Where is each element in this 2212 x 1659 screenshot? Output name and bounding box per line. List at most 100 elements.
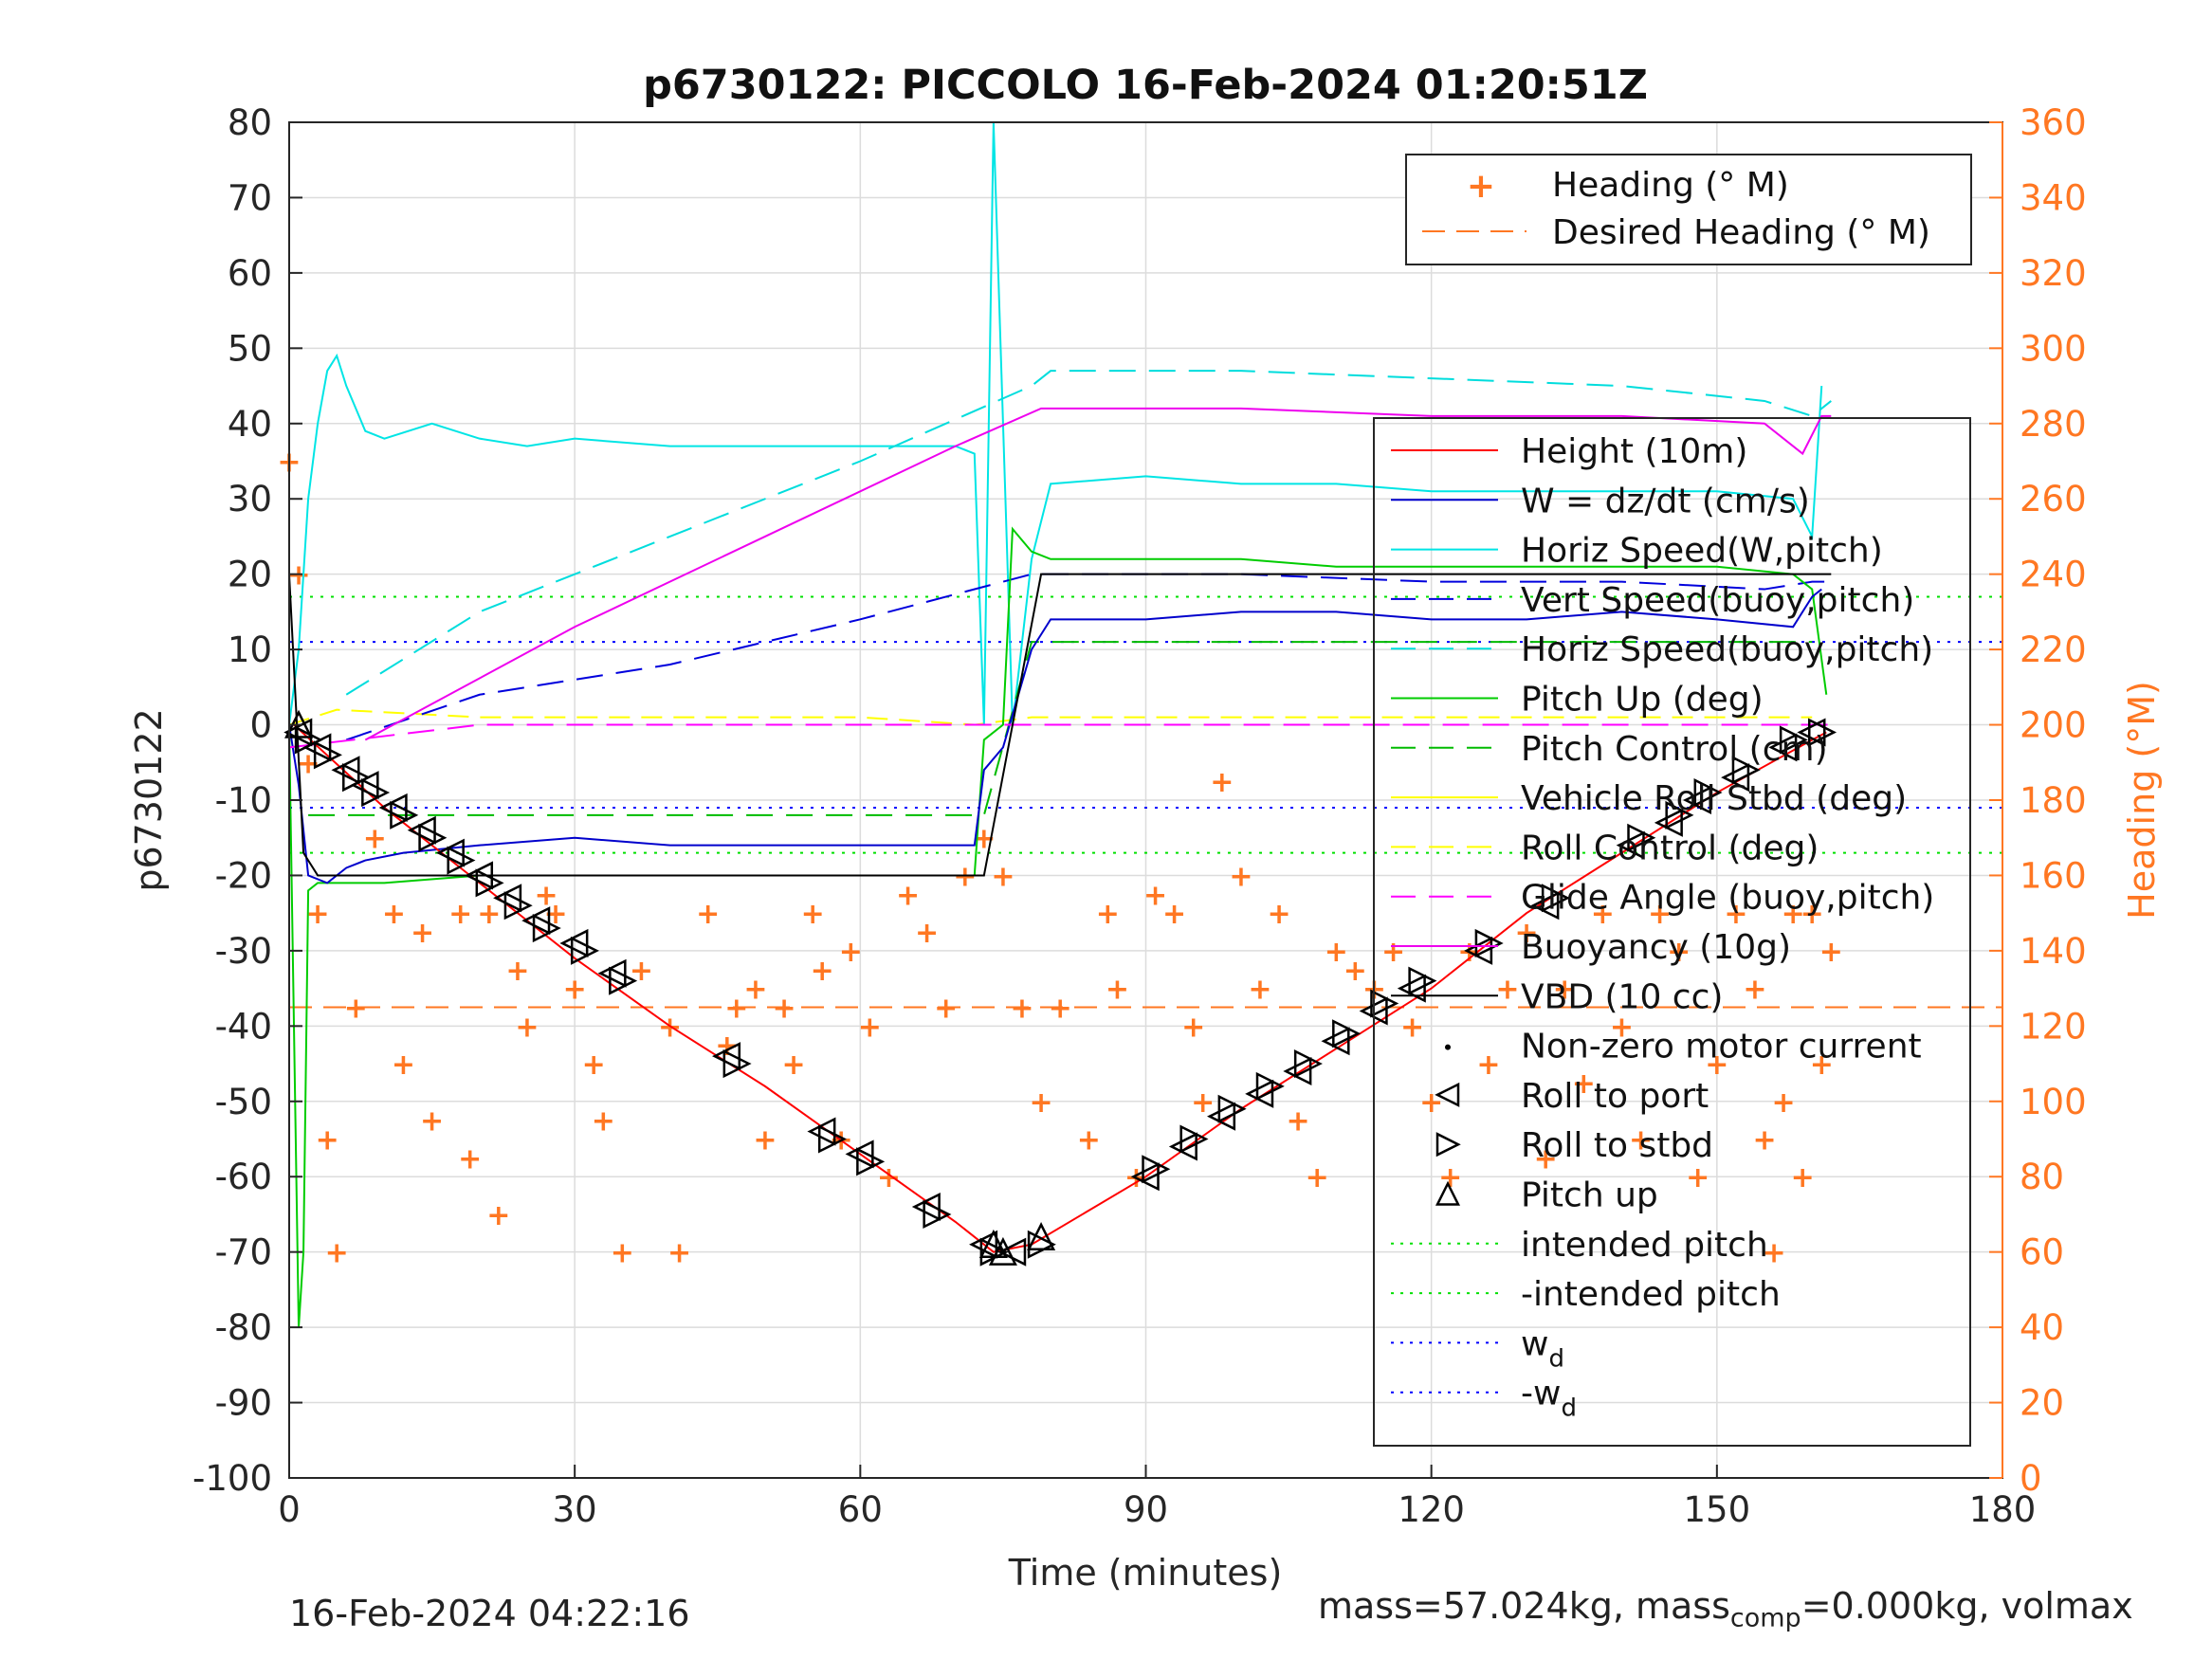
roll-to-port-marker	[1321, 1027, 1350, 1056]
heading-point: +	[896, 879, 920, 912]
heading-point: +	[411, 917, 434, 950]
footer-mass-prefix: mass=57.024kg, mass	[1318, 1585, 1730, 1627]
heading-point: +	[1344, 955, 1367, 988]
roll-to-stbd-marker	[1408, 966, 1437, 995]
y-tick-label: -100	[192, 1458, 272, 1499]
roll-to-port-marker	[1682, 785, 1712, 815]
heading-point: +	[1143, 879, 1167, 912]
y-tick-label: -50	[215, 1082, 272, 1122]
legend-glyphs	[1391, 449, 1498, 1394]
legend-marker-heading: +	[1467, 167, 1495, 206]
heading-point: +	[592, 1105, 615, 1139]
heading-point: +	[1648, 898, 1672, 931]
y-right-tick-label: 320	[2020, 253, 2087, 294]
horiz-speed-buoy-pitch-series	[345, 370, 1832, 696]
y-tick-label: 80	[228, 102, 272, 143]
heading-point: +	[563, 974, 587, 1007]
heading-point: +	[458, 1142, 482, 1176]
legend-label: W = dz/dt (cm/s)	[1521, 482, 1810, 520]
y-tick-label: 20	[228, 555, 272, 595]
heading-point: +	[1248, 974, 1271, 1007]
heading-point: +	[448, 898, 472, 931]
y-tick-label: 40	[228, 404, 272, 445]
roll-to-stbd-marker	[856, 1147, 886, 1176]
heading-point: +	[743, 974, 767, 1007]
roll-to-stbd-marker	[1474, 928, 1504, 957]
heading-point: +	[306, 898, 330, 931]
heading-point: +	[582, 1048, 606, 1082]
roll-to-stbd-marker	[1027, 1230, 1056, 1259]
heading-point: +	[839, 936, 863, 969]
legend-label: Pitch Up (deg)	[1521, 681, 1764, 720]
roll-to-port-marker	[1207, 1102, 1236, 1131]
heading-point: +	[801, 898, 825, 931]
heading-point: +	[991, 860, 1015, 893]
roll-to-stbd-marker	[390, 800, 419, 830]
footer-mass-sub: comp	[1729, 1603, 1801, 1633]
roll-to-port-marker	[1721, 763, 1750, 793]
x-tick-label: 120	[1398, 1489, 1465, 1530]
heading-point: +	[1267, 898, 1290, 931]
heading-point: +	[696, 898, 720, 931]
x-tick-label: 60	[838, 1489, 883, 1530]
legend-glyph-roll-port	[1435, 1082, 1460, 1107]
roll-to-port-marker	[1168, 1132, 1197, 1161]
y-tick-label: -40	[215, 1006, 272, 1047]
heading-point: +	[1791, 1161, 1815, 1194]
roll-to-port-marker	[435, 838, 465, 867]
heading-point: +	[1229, 860, 1252, 893]
heading-point: +	[1591, 898, 1615, 931]
legend-glyph-roll-stbd	[1435, 1132, 1461, 1158]
heading-point: +	[1210, 766, 1234, 799]
y-right-tick-label: 20	[2020, 1383, 2064, 1424]
heading-point: +	[1010, 992, 1033, 1025]
legend-label: Pitch Control (cm)	[1521, 730, 1828, 769]
legend-label: wd	[1521, 1324, 1564, 1373]
roll-to-stbd-marker	[313, 740, 342, 770]
roll-to-port-marker	[1397, 974, 1426, 1003]
heading-point: +	[505, 955, 529, 988]
roll-to-port-marker	[331, 756, 360, 785]
y-right-tick-label: 100	[2020, 1082, 2087, 1122]
heading-point: +	[953, 860, 977, 893]
legend-label: -intended pitch	[1521, 1275, 1781, 1314]
chart-title: p6730122: PICCOLO 16-Feb-2024 01:20:51Z	[643, 62, 1648, 109]
heading-point: +	[1514, 917, 1538, 950]
buoyancy-series	[364, 407, 1832, 741]
x-tick-label: 30	[553, 1489, 597, 1530]
heading-legend-box	[1405, 154, 1972, 265]
roll-to-stbd-marker	[1541, 884, 1570, 913]
roll-to-stbd-marker	[475, 868, 504, 898]
main-legend-box	[1373, 417, 1971, 1447]
heading-point: +	[1686, 1161, 1709, 1194]
y-tick-label: 30	[228, 479, 272, 520]
roll-to-stbd-marker	[1332, 1019, 1362, 1048]
legend-label: VBD (10 cc)	[1521, 977, 1723, 1016]
y-right-tick-label: 260	[2020, 479, 2087, 520]
roll-to-port-marker	[911, 1192, 941, 1222]
roll-to-port-marker	[1768, 733, 1798, 762]
heading-point: +	[1819, 936, 1843, 969]
legend-label: Roll Control (deg)	[1521, 829, 1819, 867]
heading-point: +	[363, 823, 387, 856]
roll-to-stbd-marker	[503, 891, 533, 921]
heading-point: +	[1162, 898, 1186, 931]
heading-point: +	[1476, 1048, 1500, 1082]
legend-label-desired-heading: Desired Heading (° M)	[1552, 213, 1930, 252]
heading-point: +	[1705, 1048, 1728, 1082]
legend-label: Vehicle Roll Stbd (deg)	[1521, 779, 1907, 818]
roll-to-stbd-marker	[1142, 1155, 1171, 1184]
heading-point: +	[344, 992, 368, 1025]
x-tick-label: 150	[1684, 1489, 1751, 1530]
roll-to-port-marker	[559, 928, 589, 957]
y-right-tick-label: 80	[2020, 1157, 2064, 1197]
roll-to-stbd-marker	[1665, 800, 1694, 830]
heading-point: +	[325, 1237, 349, 1270]
heading-point: +	[1762, 1237, 1785, 1270]
heading-point: +	[1572, 1067, 1596, 1101]
y-right-tick-label: 240	[2020, 555, 2087, 595]
legend-label: Roll to port	[1521, 1077, 1709, 1116]
roll-to-stbd-marker	[447, 846, 476, 875]
heading-point: +	[1191, 1086, 1215, 1120]
y-tick-label: 10	[228, 629, 272, 670]
